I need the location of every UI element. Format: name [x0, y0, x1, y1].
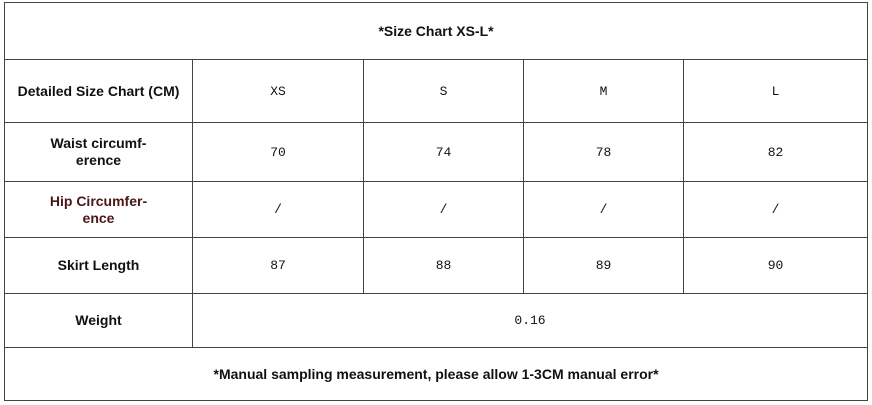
- cell: /: [682, 181, 869, 238]
- cell: /: [363, 181, 524, 238]
- cell: /: [192, 181, 364, 238]
- size-table: *Size Chart XS-L* Detailed Size Chart (C…: [3, 2, 869, 401]
- cell: 90: [682, 237, 869, 294]
- cell: 87: [192, 237, 364, 294]
- row-label: Hip Circumfer- ence: [4, 181, 193, 238]
- header-cell: M: [523, 59, 684, 123]
- header-cell: L: [682, 59, 869, 123]
- cell: 82: [682, 122, 869, 182]
- row-label: Skirt Length: [4, 237, 193, 294]
- cell: 74: [363, 122, 524, 182]
- header-cell: Detailed Size Chart (CM): [4, 59, 193, 123]
- row-label: Waist circumf- erence: [4, 122, 193, 182]
- cell: 70: [192, 122, 364, 182]
- header-cell: S: [363, 59, 524, 123]
- table-title: *Size Chart XS-L*: [3, 2, 869, 60]
- cell: 89: [523, 237, 684, 294]
- cell: /: [523, 181, 684, 238]
- row-label: Weight: [4, 293, 193, 348]
- table-footer: *Manual sampling measurement, please all…: [3, 347, 869, 401]
- cell: 88: [363, 237, 524, 294]
- cell: 78: [523, 122, 684, 182]
- cell: 0.16: [191, 293, 869, 348]
- header-cell: XS: [192, 59, 364, 123]
